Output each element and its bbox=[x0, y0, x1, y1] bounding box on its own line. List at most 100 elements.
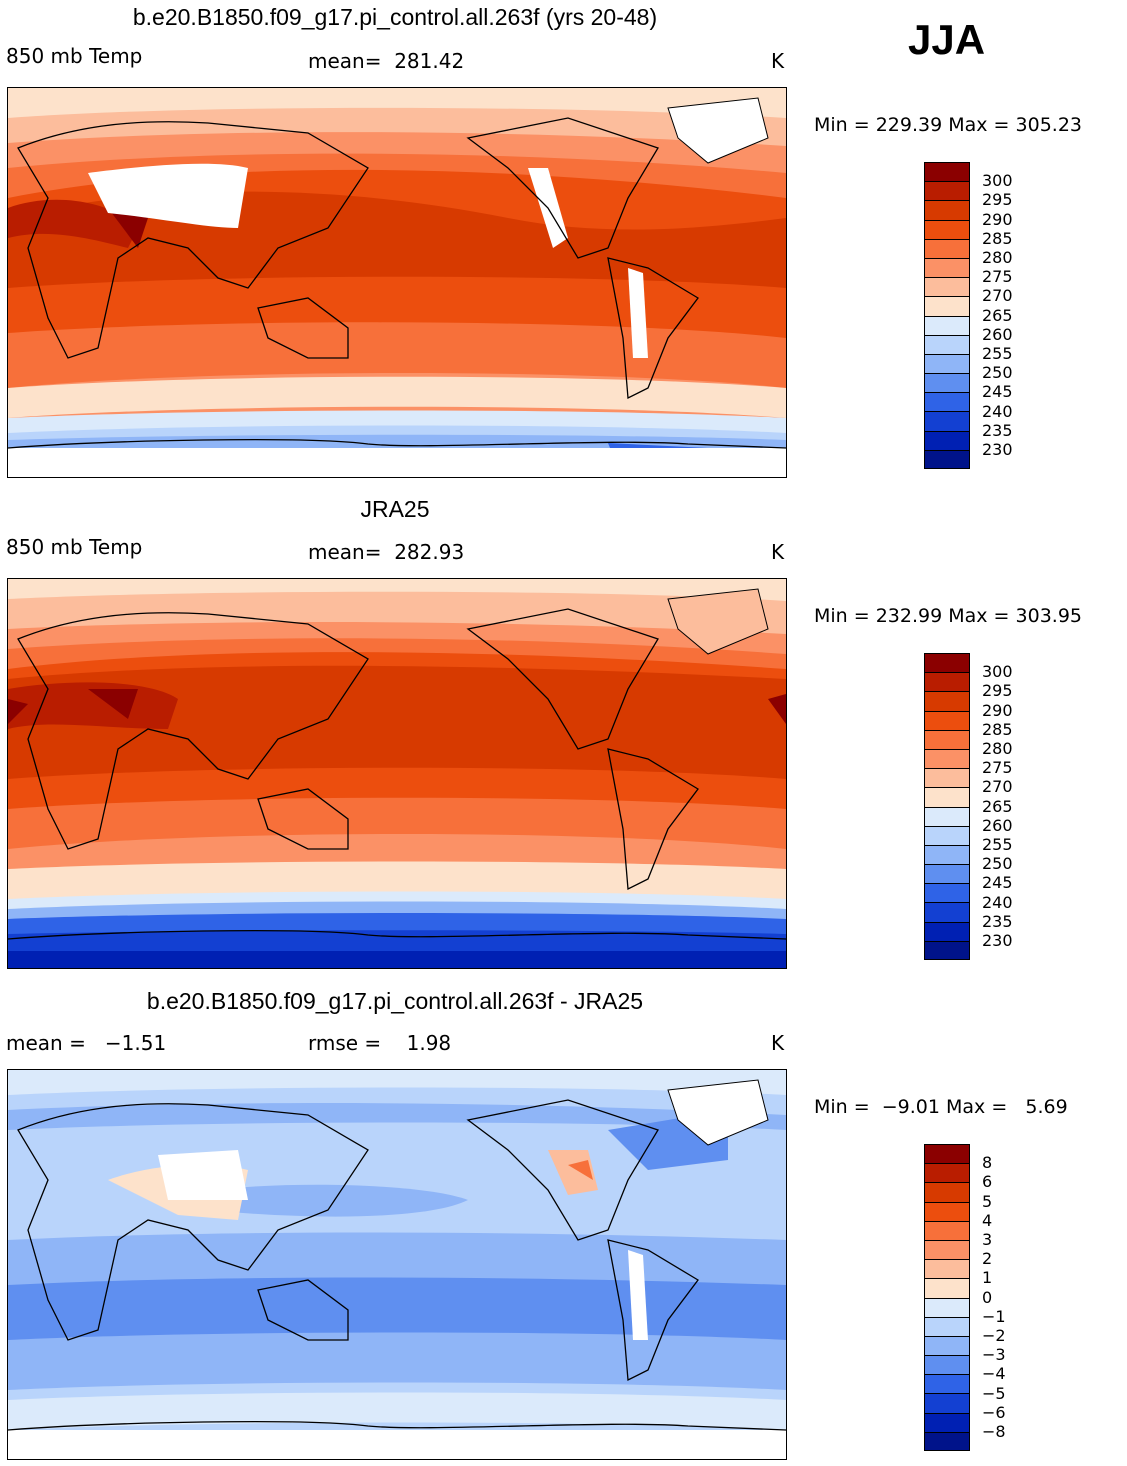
colorbar-tick-label: 295 bbox=[982, 190, 1013, 210]
colorbar-swatch bbox=[924, 353, 970, 374]
colorbar-tick-label: 270 bbox=[982, 286, 1013, 306]
colorbar-tick-label: 2 bbox=[982, 1249, 993, 1269]
colorbar-tick-label: −4 bbox=[982, 1364, 1006, 1384]
colorbar-tick-label: 230 bbox=[982, 931, 1013, 950]
panel-2-title: JRA25 bbox=[360, 496, 430, 522]
colorbar-tick-label: 240 bbox=[982, 401, 1013, 421]
colorbar-swatch bbox=[924, 1220, 970, 1240]
colorbar-swatch bbox=[924, 825, 970, 845]
colorbar-swatch bbox=[924, 672, 970, 692]
colorbar-tick-label: −1 bbox=[982, 1306, 1006, 1326]
panel-1-colorbar-boxes bbox=[924, 162, 970, 469]
panel-1-map bbox=[7, 87, 787, 478]
colorbar-tick-label: 255 bbox=[982, 835, 1013, 854]
colorbar-tick-label: −6 bbox=[982, 1402, 1006, 1422]
colorbar-tick-label: −5 bbox=[982, 1383, 1006, 1403]
colorbar-swatch bbox=[924, 1278, 970, 1298]
colorbar-tick-label: 1 bbox=[982, 1268, 993, 1288]
colorbar-swatch bbox=[924, 768, 970, 788]
colorbar-tick-label: 235 bbox=[982, 420, 1013, 440]
colorbar-swatch bbox=[924, 219, 970, 239]
colorbar-tick-label: 285 bbox=[982, 719, 1013, 739]
colorbar-swatch bbox=[924, 200, 970, 220]
panel-1-colorbar: 300 295 290 285 280 275 270 265 260 255 250 245 240 2… bbox=[924, 162, 1013, 469]
colorbar-swatch bbox=[924, 1239, 970, 1260]
colorbar-tick-label: 245 bbox=[982, 382, 1013, 402]
colorbar-swatch bbox=[924, 902, 970, 922]
panel-2-colorbar: 300 295 290 285 280 275 270 265 260 255 250 245 240 2… bbox=[924, 653, 1013, 960]
colorbar-tick-label: 5 bbox=[982, 1191, 993, 1211]
colorbar-swatch bbox=[924, 1355, 970, 1375]
colorbar-swatch bbox=[924, 1182, 970, 1202]
panel-1-unit-label: K bbox=[771, 49, 785, 73]
panel-3-mean-label: mean = −1.51 bbox=[6, 1031, 167, 1055]
colorbar-swatch bbox=[924, 334, 970, 354]
colorbar-tick-label: 285 bbox=[982, 228, 1013, 248]
colorbar-tick-label: 300 bbox=[982, 171, 1013, 191]
colorbar-tick-label: 295 bbox=[982, 681, 1013, 701]
colorbar-tick-label: −8 bbox=[982, 1422, 1006, 1441]
colorbar-tick-label: 290 bbox=[982, 700, 1013, 720]
colorbar-tick-label: 0 bbox=[982, 1287, 993, 1307]
colorbar-tick-label: 300 bbox=[982, 662, 1013, 682]
colorbar-swatch bbox=[924, 1316, 970, 1336]
panel-3-colorbar: 8 6 5 4 3 2 1 0 −1 −2 −3 −4 −5 −6 −8 bbox=[924, 1144, 1006, 1451]
colorbar-swatch bbox=[924, 1259, 970, 1279]
colorbar-swatch bbox=[924, 864, 970, 884]
colorbar-swatch bbox=[924, 1163, 970, 1183]
colorbar-swatch bbox=[924, 729, 970, 749]
colorbar-swatch bbox=[924, 806, 970, 826]
colorbar-tick-label: −3 bbox=[982, 1345, 1006, 1365]
panel-3-unit-label: K bbox=[771, 1031, 785, 1055]
panel-2-mean-label: mean= 282.93 bbox=[308, 540, 465, 564]
colorbar-swatch bbox=[924, 392, 970, 412]
colorbar-tick-label: 275 bbox=[982, 267, 1013, 287]
colorbar-tick-label: 240 bbox=[982, 892, 1013, 912]
colorbar-swatch bbox=[924, 1374, 970, 1394]
colorbar-swatch bbox=[924, 748, 970, 769]
colorbar-tick-label: 4 bbox=[982, 1210, 993, 1230]
panel-1-title: b.e20.B1850.f09_g17.pi_control.all.263f … bbox=[132, 4, 658, 30]
colorbar-tick-label: −2 bbox=[982, 1326, 1006, 1345]
colorbar-swatch bbox=[924, 1144, 970, 1164]
season-label: JJA bbox=[908, 16, 986, 63]
panel-2-minmax: Min = 232.99 Max = 303.95 bbox=[814, 605, 1082, 627]
colorbar-swatch bbox=[924, 653, 970, 673]
colorbar-tick-label: 245 bbox=[982, 873, 1013, 893]
colorbar-swatch bbox=[924, 181, 970, 201]
panel-3-rmse-label: rmse = 1.98 bbox=[308, 1031, 452, 1055]
colorbar-swatch bbox=[924, 1335, 970, 1356]
colorbar-swatch bbox=[924, 921, 970, 941]
colorbar-swatch bbox=[924, 1201, 970, 1221]
colorbar-tick-label: 6 bbox=[982, 1172, 993, 1192]
colorbar-swatch bbox=[924, 883, 970, 903]
colorbar-swatch bbox=[924, 1297, 970, 1317]
colorbar-swatch bbox=[924, 373, 970, 393]
colorbar-tick-label: 255 bbox=[982, 344, 1013, 363]
panel-2-variable-label: 850 mb Temp bbox=[6, 535, 143, 559]
colorbar-tick-label: 265 bbox=[982, 796, 1013, 816]
panel-1-mean-label: mean= 281.42 bbox=[308, 49, 465, 73]
colorbar-swatch bbox=[924, 844, 970, 865]
colorbar-tick-label: 8 bbox=[982, 1153, 993, 1173]
colorbar-tick-label: 265 bbox=[982, 305, 1013, 325]
colorbar-tick-label: 250 bbox=[982, 363, 1013, 383]
colorbar-tick-label: 260 bbox=[982, 815, 1013, 835]
panel-2-colorbar-boxes bbox=[924, 653, 970, 960]
colorbar-swatch bbox=[924, 1412, 970, 1432]
colorbar-swatch bbox=[924, 691, 970, 711]
colorbar-tick-label: 280 bbox=[982, 248, 1013, 267]
colorbar-swatch bbox=[924, 787, 970, 807]
panel-2-unit-label: K bbox=[771, 540, 785, 564]
colorbar-swatch bbox=[924, 296, 970, 316]
panel-1-variable-label: 850 mb Temp bbox=[6, 44, 143, 68]
colorbar-tick-label: 270 bbox=[982, 777, 1013, 797]
colorbar-tick-label: 290 bbox=[982, 209, 1013, 229]
colorbar-tick-label: 280 bbox=[982, 739, 1013, 758]
panel-3-title: b.e20.B1850.f09_g17.pi_control.all.263f … bbox=[146, 988, 644, 1014]
colorbar-swatch bbox=[924, 238, 970, 258]
colorbar-tick-label: 250 bbox=[982, 854, 1013, 874]
colorbar-tick-label: 260 bbox=[982, 324, 1013, 344]
panel-3-map bbox=[7, 1069, 787, 1460]
colorbar-swatch bbox=[924, 162, 970, 182]
